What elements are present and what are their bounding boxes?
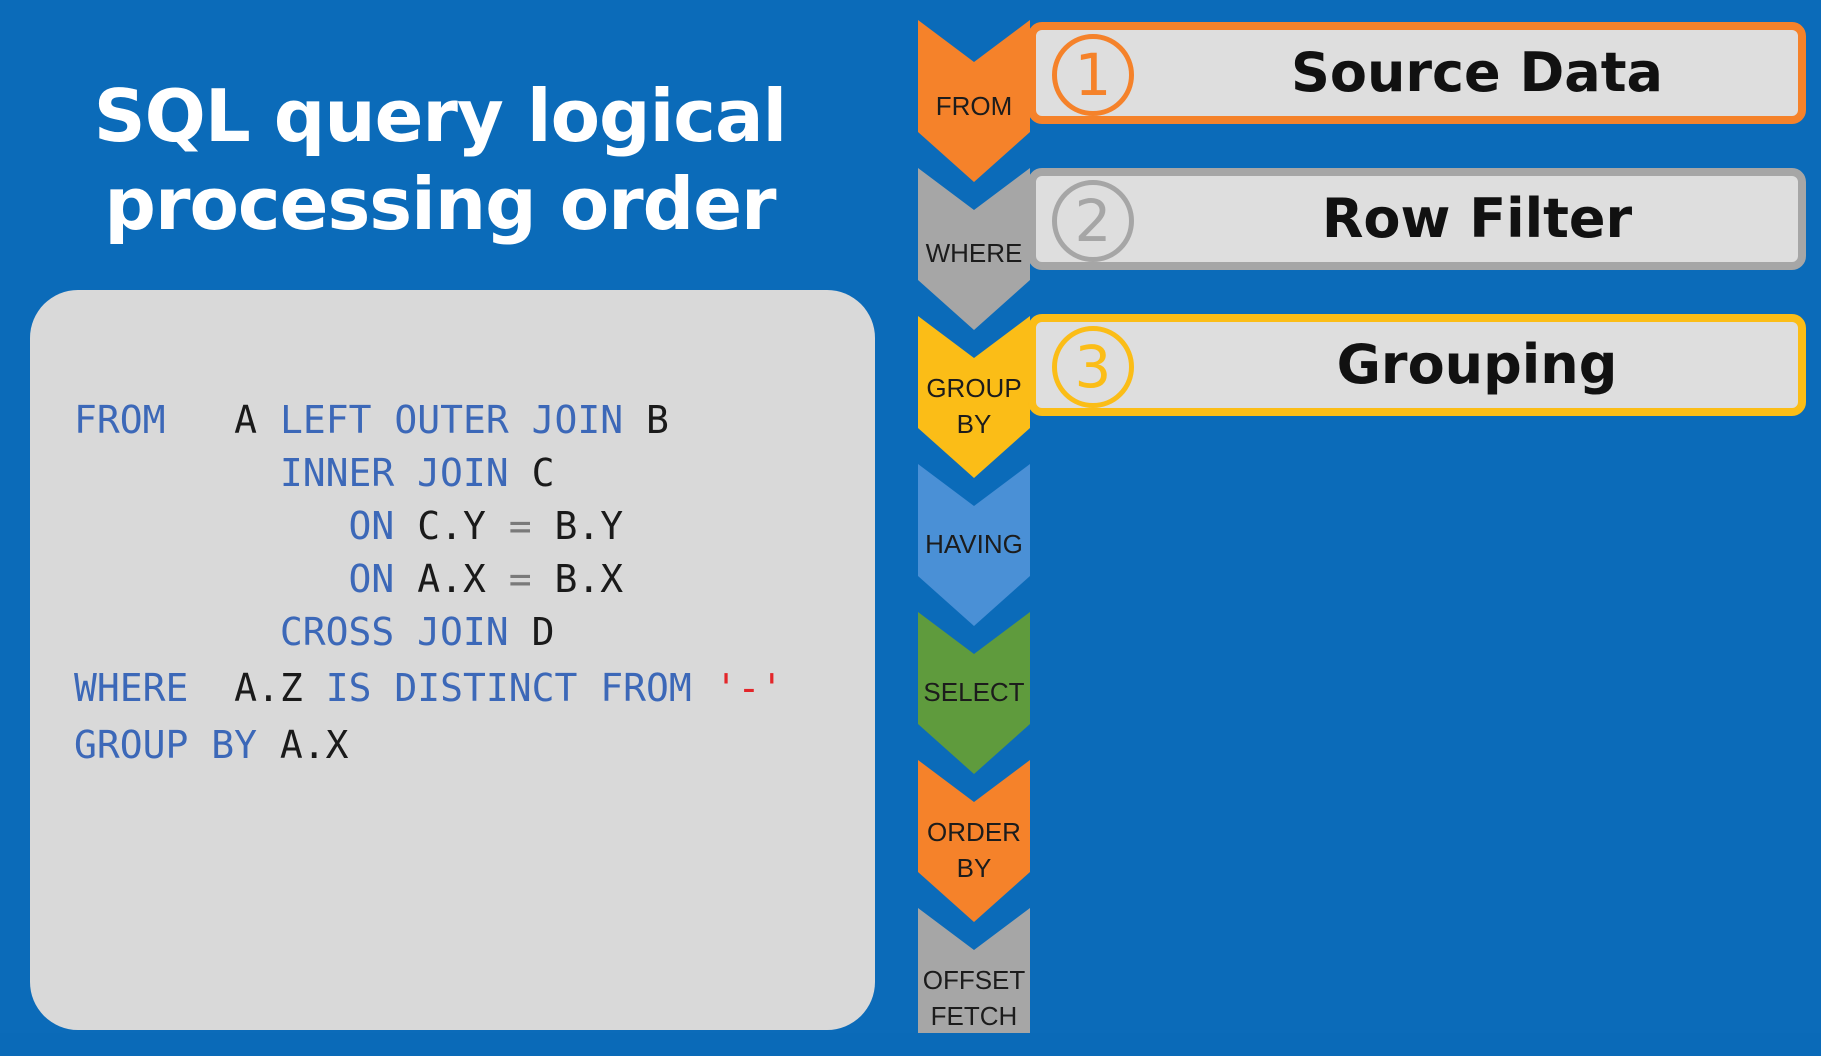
chevron-shape-from [918, 20, 1030, 182]
code-keyword: GROUP BY [74, 723, 258, 767]
code-identifier: D [531, 610, 555, 654]
code-keyword: IS DISTINCT FROM [325, 666, 692, 710]
chevron-label-where: WHERE [918, 235, 1030, 271]
chevron-label-order-by: ORDER BY [918, 814, 1030, 886]
chevron-label-group-by: GROUP BY [918, 370, 1030, 442]
chevron-label-line: SELECT [923, 677, 1025, 707]
code-line-where: WHERE A.Z IS DISTINCT FROM '-' [74, 666, 783, 710]
chevron-label-line: ORDER [927, 817, 1021, 847]
chevron-label-line: OFFSET [922, 965, 1026, 995]
code-keyword: WHERE [74, 666, 189, 710]
step-number-circle: 3 [1052, 326, 1134, 408]
chevron-having: HAVING [918, 464, 1030, 626]
step-grouping: 3 Grouping [1028, 314, 1806, 416]
chevron-label-offset-fetch: OFFSET FETCH [918, 962, 1030, 1034]
chevron-shape-select [918, 612, 1030, 774]
chevron-offset-fetch: OFFSET FETCH [918, 908, 1030, 1056]
code-line-group-by: GROUP BY A.X [74, 723, 349, 767]
code-line-on-2: ON A.X = B.X [74, 557, 624, 601]
code-keyword: LEFT OUTER JOIN [279, 398, 624, 442]
chevron-label-select: SELECT [918, 674, 1030, 710]
step-source-data: 1 Source Data [1028, 22, 1806, 124]
code-identifier: C.Y [417, 504, 486, 548]
chevron-shape-order-by [918, 760, 1030, 922]
chevron-shape-where [918, 168, 1030, 330]
chevron-select: SELECT [918, 612, 1030, 774]
step-row-filter: 2 Row Filter [1028, 168, 1806, 270]
slide: SQL query logical processing order FROM … [30, 20, 1806, 1033]
code-keyword: ON [348, 504, 395, 548]
chevron-from: FROM [918, 20, 1030, 182]
code-operator: = [508, 557, 532, 601]
chevron-order-by: ORDER BY [918, 760, 1030, 922]
chevron-label-line: BY [956, 409, 992, 439]
code-identifier: B [646, 398, 669, 442]
chevron-label-line: HAVING [925, 529, 1023, 559]
code-identifier: C [531, 451, 555, 495]
chevron-label-from: FROM [918, 88, 1030, 124]
code-identifier: B.Y [554, 504, 624, 548]
code-keyword: CROSS JOIN [279, 610, 509, 654]
step-number-circle: 2 [1052, 180, 1134, 262]
sql-code: FROM A LEFT OUTER JOIN B INNER JOIN C ON… [74, 398, 783, 794]
code-identifier: A [234, 398, 258, 442]
code-line-from: FROM A LEFT OUTER JOIN B [74, 398, 669, 442]
title-line-1: SQL query logical [93, 74, 787, 158]
code-line-cross-join: CROSS JOIN D [74, 610, 555, 654]
chevron-label-line: GROUP [926, 373, 1022, 403]
chevron-label-line: WHERE [925, 238, 1023, 268]
code-operator: = [508, 504, 532, 548]
title-line-2: processing order [104, 162, 776, 246]
chevron-where: WHERE [918, 168, 1030, 330]
chevron-label-line: FROM [935, 91, 1013, 121]
chevron-shape-offset-fetch [918, 908, 1030, 1033]
code-identifier: B.X [554, 557, 624, 601]
chevron-shape-having [918, 464, 1030, 626]
chevron-label-line: FETCH [930, 1001, 1018, 1031]
code-keyword: FROM [74, 398, 166, 442]
code-keyword: ON [348, 557, 395, 601]
code-string: '-' [714, 666, 784, 710]
code-identifier: A.X [417, 557, 486, 601]
code-line-inner-join: INNER JOIN C [74, 451, 555, 495]
code-panel: FROM A LEFT OUTER JOIN B INNER JOIN C ON… [30, 290, 875, 1030]
code-identifier: A.X [279, 723, 349, 767]
chevron-label-having: HAVING [918, 526, 1030, 562]
step-label: Row Filter [1321, 187, 1633, 250]
step-label: Grouping [1336, 333, 1618, 396]
slide-title: SQL query logical processing order [40, 72, 840, 248]
chevron-shape-group-by [918, 316, 1030, 478]
step-number-circle: 1 [1052, 34, 1134, 116]
code-identifier: A.Z [234, 666, 303, 710]
chevron-group-by: GROUP BY [918, 316, 1030, 478]
chevron-label-line: BY [956, 853, 992, 883]
code-keyword: INNER JOIN [279, 451, 509, 495]
code-line-on-1: ON C.Y = B.Y [74, 504, 624, 548]
step-label: Source Data [1290, 41, 1663, 104]
